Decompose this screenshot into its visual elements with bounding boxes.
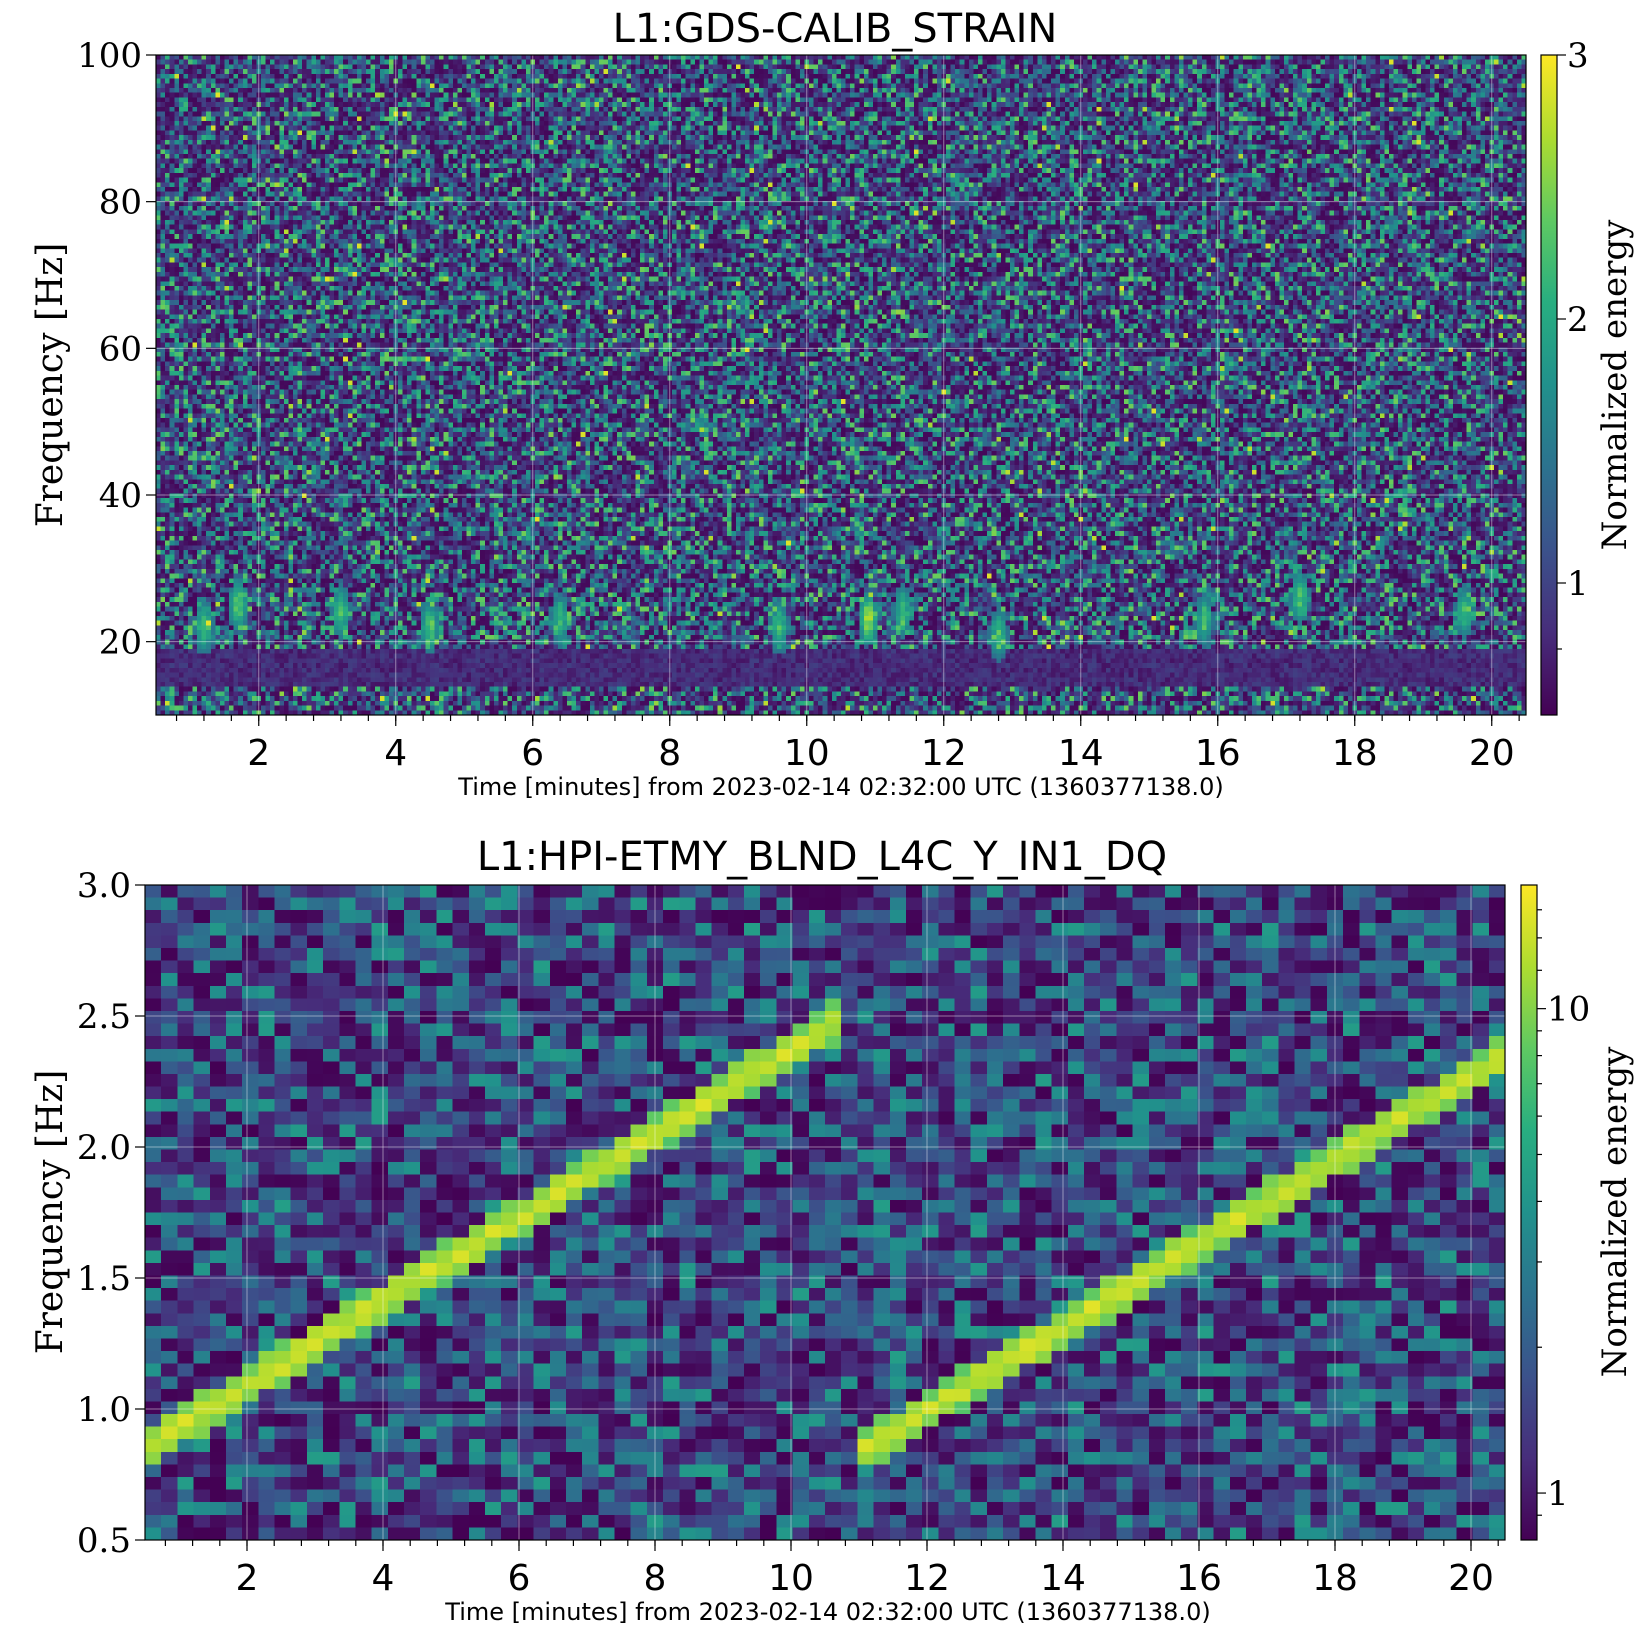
x-axis-label: Time [minutes] from 2023-02-14 02:32:00 … [457, 773, 1223, 801]
y-tick-label: 2.5 [77, 997, 131, 1037]
spectrogram-panel-hpi: L1:HPI-ETMY_BLND_L4C_Y_IN1_DQ 2 4 6 8 10 12 14… [30, 834, 1635, 1626]
x-tick-label: 12 [921, 733, 967, 774]
x-axis-ticks: 2 4 6 8 10 12 14 16 18 20 [164, 1540, 1499, 1599]
y-tick-label: 20 [99, 623, 142, 663]
x-tick-label: 18 [1332, 733, 1378, 774]
x-tick-label: 10 [768, 1558, 814, 1599]
x-tick-label: 2 [247, 733, 270, 774]
spectrogram-panel-strain: L1:GDS-CALIB_STRAIN 2 4 6 8 10 12 14 16 18 20 204… [30, 6, 1635, 801]
colorbar: 1 2 3 Normalized energy [1540, 36, 1635, 716]
colorbar: 1 10 Normalized energy [1520, 884, 1635, 1541]
colorbar-ticks: 1 10 [1537, 909, 1590, 1516]
y-tick-label: 2.0 [77, 1128, 131, 1168]
x-tick-label: 14 [1058, 733, 1104, 774]
y-tick-label: 1.5 [77, 1259, 131, 1299]
colorbar-tick-label: 1 [1547, 1474, 1569, 1514]
chart-title: L1:GDS-CALIB_STRAIN [613, 6, 1058, 52]
x-tick-label: 6 [508, 1558, 531, 1599]
x-tick-label: 2 [236, 1558, 259, 1599]
y-tick-label: 40 [99, 476, 142, 516]
x-tick-label: 18 [1312, 1558, 1358, 1599]
x-tick-label: 14 [1040, 1558, 1086, 1599]
colorbar-tick-label: 2 [1567, 300, 1589, 340]
plot-frame [155, 54, 1527, 716]
colorbar-ticks: 1 2 3 [1557, 36, 1589, 650]
x-tick-label: 12 [904, 1558, 950, 1599]
x-axis-label: Time [minutes] from 2023-02-14 02:32:00 … [444, 1598, 1210, 1626]
colorbar-gradient [1521, 885, 1537, 1540]
y-tick-label: 80 [99, 183, 142, 223]
heatmap-image [145, 885, 1505, 1540]
y-tick-label: 1.0 [77, 1390, 131, 1430]
y-tick-label: 100 [77, 36, 142, 76]
colorbar-label: Normalized energy [1595, 1046, 1635, 1377]
y-axis-label: Frequency [Hz] [30, 243, 71, 528]
x-axis-ticks: 2 4 6 8 10 12 14 16 18 20 [175, 715, 1520, 774]
x-tick-label: 6 [521, 733, 544, 774]
colorbar-tick-label: 3 [1567, 36, 1589, 76]
chart-title: L1:HPI-ETMY_BLND_L4C_Y_IN1_DQ [477, 834, 1167, 880]
colorbar-gradient [1541, 55, 1557, 715]
heatmap-image [156, 55, 1526, 715]
x-tick-label: 8 [644, 1558, 667, 1599]
colorbar-frame [1520, 884, 1538, 1541]
colorbar-frame [1540, 54, 1558, 716]
x-tick-label: 20 [1469, 733, 1515, 774]
x-tick-label: 4 [372, 1558, 395, 1599]
x-tick-label: 4 [384, 733, 407, 774]
plot-frame [144, 884, 1506, 1541]
y-axis-ticks: 0.5 1.0 1.5 2.0 2.5 3.0 [77, 866, 145, 1561]
grid-lines [156, 54, 1526, 715]
colorbar-tick-label: 1 [1567, 564, 1589, 604]
x-tick-label: 10 [784, 733, 830, 774]
colorbar-tick-label: 10 [1547, 990, 1590, 1030]
y-tick-label: 60 [99, 329, 142, 369]
y-axis-label: Frequency [Hz] [30, 1070, 71, 1355]
x-tick-label: 16 [1195, 733, 1241, 774]
y-tick-label: 0.5 [77, 1521, 131, 1561]
y-axis-ticks: 20 40 60 80 100 [77, 36, 156, 663]
x-tick-label: 8 [658, 733, 681, 774]
colorbar-label: Normalized energy [1595, 219, 1635, 550]
y-tick-label: 3.0 [77, 866, 131, 906]
x-tick-label: 20 [1448, 1558, 1494, 1599]
x-tick-label: 16 [1176, 1558, 1222, 1599]
